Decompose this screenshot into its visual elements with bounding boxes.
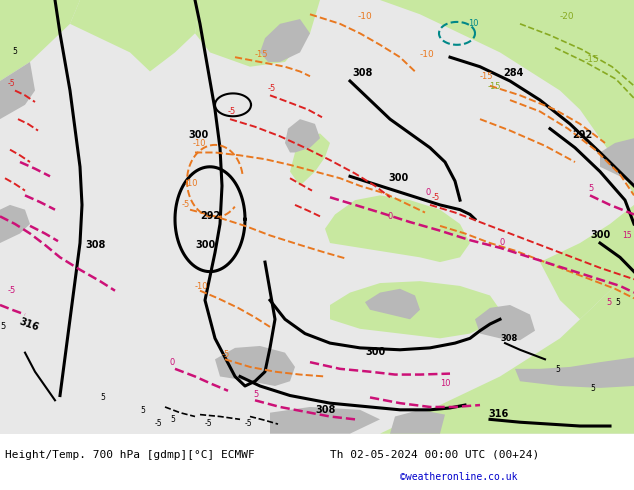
Text: 292: 292 [200, 211, 220, 221]
Text: -5: -5 [182, 200, 190, 209]
Text: 5: 5 [0, 322, 5, 331]
Text: ©weatheronline.co.uk: ©weatheronline.co.uk [400, 472, 517, 482]
Polygon shape [0, 0, 80, 81]
Text: -20: -20 [560, 12, 574, 21]
Text: 10: 10 [468, 19, 479, 28]
Polygon shape [195, 0, 320, 67]
Text: 0: 0 [170, 358, 175, 367]
Text: 5: 5 [140, 406, 145, 415]
Text: 5: 5 [100, 393, 105, 402]
Polygon shape [0, 62, 35, 119]
Text: -15: -15 [488, 82, 501, 91]
Text: 10: 10 [440, 379, 451, 388]
Text: -5: -5 [205, 419, 212, 428]
Text: 0: 0 [425, 188, 430, 197]
Text: -10: -10 [420, 50, 435, 59]
Text: -10: -10 [195, 282, 209, 291]
Polygon shape [215, 346, 295, 386]
Text: -5: -5 [8, 286, 16, 294]
Polygon shape [330, 281, 500, 338]
Text: 5: 5 [606, 298, 611, 307]
Text: -5: -5 [432, 193, 440, 202]
Text: 5: 5 [170, 415, 175, 424]
Polygon shape [70, 0, 200, 72]
Text: -5: -5 [8, 79, 16, 88]
Text: -10: -10 [185, 179, 198, 188]
Polygon shape [325, 196, 470, 262]
Text: 316: 316 [488, 410, 508, 419]
Text: -5: -5 [222, 350, 230, 359]
Text: 308: 308 [352, 68, 372, 78]
Polygon shape [380, 262, 634, 434]
Polygon shape [365, 289, 420, 319]
Polygon shape [270, 407, 380, 434]
Text: 5: 5 [615, 298, 620, 307]
Polygon shape [260, 19, 310, 62]
Text: 300: 300 [188, 130, 208, 140]
Text: 15: 15 [622, 231, 631, 240]
Text: 316: 316 [18, 317, 41, 333]
Polygon shape [290, 133, 330, 186]
Text: 0: 0 [500, 238, 505, 247]
Polygon shape [285, 119, 320, 152]
Polygon shape [390, 410, 445, 434]
Text: -15: -15 [585, 55, 600, 64]
Text: -5: -5 [228, 107, 236, 116]
Text: -5: -5 [245, 419, 252, 428]
Polygon shape [475, 305, 535, 340]
Text: -10: -10 [193, 139, 207, 148]
Polygon shape [0, 205, 30, 243]
Text: -15: -15 [480, 72, 493, 81]
Text: 284: 284 [503, 68, 524, 78]
Text: 5: 5 [588, 184, 593, 193]
Text: 300: 300 [195, 240, 216, 250]
Polygon shape [515, 357, 634, 388]
Text: 300: 300 [388, 173, 408, 183]
Text: 292: 292 [572, 130, 592, 140]
Text: 308: 308 [500, 334, 517, 343]
Text: -10: -10 [358, 12, 373, 21]
Text: -5: -5 [268, 83, 276, 93]
Text: Height/Temp. 700 hPa [gdmp][°C] ECMWF: Height/Temp. 700 hPa [gdmp][°C] ECMWF [5, 450, 255, 460]
Text: 300: 300 [365, 347, 385, 358]
Text: 0: 0 [388, 212, 393, 221]
Text: 5: 5 [590, 384, 595, 393]
Text: 308: 308 [315, 405, 335, 415]
Text: -15: -15 [255, 50, 269, 59]
Polygon shape [380, 0, 634, 196]
Text: 300: 300 [590, 230, 611, 240]
Text: -5: -5 [155, 419, 163, 428]
Text: Th 02-05-2024 00:00 UTC (00+24): Th 02-05-2024 00:00 UTC (00+24) [330, 450, 540, 460]
Polygon shape [540, 205, 634, 319]
Text: 5: 5 [555, 365, 560, 374]
Text: 5: 5 [12, 48, 17, 56]
Polygon shape [600, 138, 634, 186]
Text: 308: 308 [85, 240, 105, 250]
Text: 5: 5 [253, 391, 258, 399]
